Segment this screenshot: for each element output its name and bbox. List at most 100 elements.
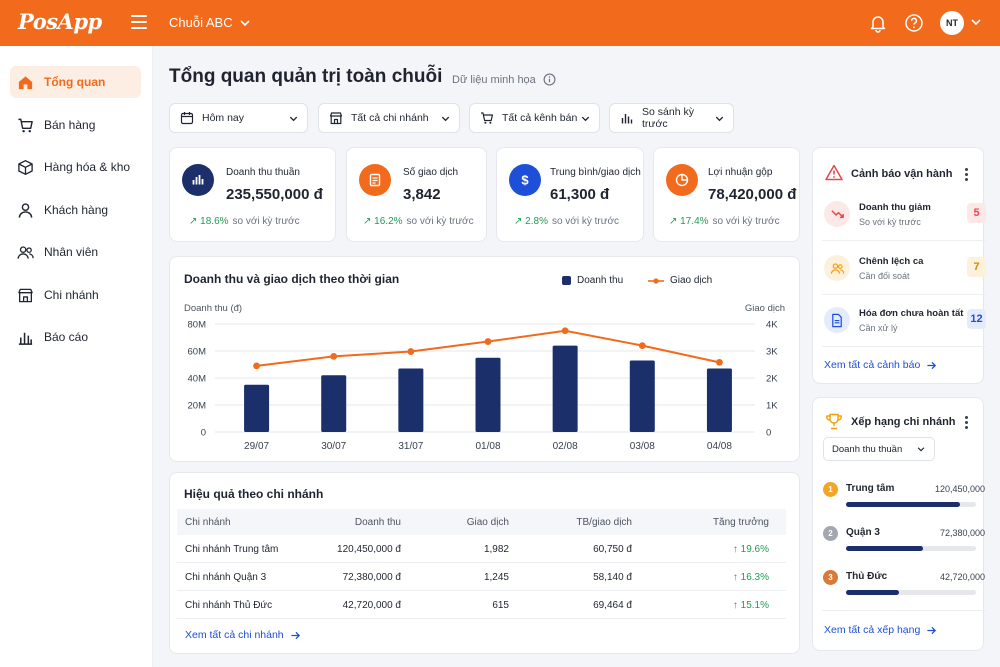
revenue-chart-card: Doanh thu và giao dịch theo thời gian Do…	[169, 256, 800, 462]
bar-revenue-03/08	[629, 360, 655, 432]
x-tick-label: 31/07	[398, 441, 423, 452]
info-icon[interactable]	[543, 73, 556, 86]
kpi-delta: ↗ 16.2% so với kỳ trước	[363, 216, 474, 227]
arrow-right-icon	[927, 626, 937, 634]
sidebar-item-overview[interactable]: Tổng quan	[10, 66, 141, 98]
alerts-card: Cảnh báo vận hành Doanh thu giảm So với …	[812, 147, 986, 384]
bar-revenue-02/08	[552, 345, 578, 432]
dollar-icon: $	[509, 164, 541, 196]
view-all-ranking-link[interactable]: Xem tất cả xếp hạng	[824, 624, 937, 636]
bell-icon[interactable]	[868, 13, 888, 33]
rank-progress-bar	[846, 502, 976, 507]
link-label: Xem tất cả chi nhánh	[185, 629, 284, 641]
ranking-metric-label: Doanh thu thuần	[832, 443, 903, 455]
people-icon	[824, 255, 850, 281]
menu-icon[interactable]	[131, 15, 147, 29]
point-transactions-01/08	[484, 338, 492, 345]
more-options-icon[interactable]	[965, 168, 969, 182]
view-all-branches-link[interactable]: Xem tất cả chi nhánh	[185, 629, 301, 641]
warning-icon	[825, 164, 843, 181]
cell-revenue: 120,450,000 đ	[337, 544, 401, 555]
y-tick-label-left: 20M	[188, 401, 207, 412]
table-row[interactable]: Chi nhánh Quận 3 72,380,000 đ 1,245 58,1…	[177, 563, 786, 591]
kpi-card-average: $ Trung bình/giao dịch 61,300 đ ↗ 2.8% so…	[496, 147, 644, 242]
more-options-icon[interactable]	[965, 416, 969, 430]
rank-branch-name: Trung tâm	[846, 483, 895, 494]
legend-swatch	[648, 277, 664, 284]
chevron-down-icon	[240, 19, 250, 26]
kpi-delta: ↗ 2.8% so với kỳ trước	[514, 216, 620, 227]
alert-count-badge: 12	[967, 309, 986, 329]
kpi-value: 78,420,000 đ	[708, 186, 797, 203]
y-tick-label-left: 80M	[188, 320, 207, 331]
sidebar-item-inventory[interactable]: Hàng hóa & kho	[10, 151, 141, 183]
alert-count-badge: 7	[967, 257, 986, 277]
page-title: Tổng quan quản trị toàn chuỗi	[169, 66, 443, 87]
y-tick-label-left: 60M	[188, 347, 207, 358]
chevron-down-icon[interactable]	[970, 16, 982, 28]
chain-label: Chuỗi ABC	[169, 15, 233, 30]
bar-chart-icon	[182, 164, 214, 196]
arrow-right-icon	[927, 361, 937, 369]
app-logo[interactable]: PosApp	[18, 9, 102, 34]
alert-item-shift-diff[interactable]: Chênh lệch ca Cần đối soát 7	[822, 249, 986, 295]
ranking-metric-select[interactable]: Doanh thu thuần	[823, 437, 935, 461]
branch-filter[interactable]: Tất cả chi nhánh	[318, 103, 460, 133]
avatar[interactable]: NT	[940, 11, 964, 35]
view-all-alerts-link[interactable]: Xem tất cả cảnh báo	[824, 359, 937, 371]
store-icon	[18, 288, 33, 302]
alert-subtitle: So với kỳ trước	[859, 217, 921, 227]
sidebar-item-customers[interactable]: Khách hàng	[10, 194, 141, 226]
link-label: Xem tất cả cảnh báo	[824, 359, 921, 371]
help-icon[interactable]	[904, 13, 924, 33]
rank-branch-name: Quận 3	[846, 527, 880, 538]
box-icon	[18, 159, 33, 175]
kpi-label: Trung bình/giao dịch	[550, 167, 641, 178]
sidebar-item-sales[interactable]: Bán hàng	[10, 109, 141, 141]
table-row[interactable]: Chi nhánh Trung tâm 120,450,000 đ 1,982 …	[177, 535, 786, 563]
x-tick-label: 03/08	[630, 441, 655, 452]
svg-text:$: $	[521, 173, 529, 188]
store-icon	[329, 112, 343, 125]
alert-title: Doanh thu giảm	[859, 202, 931, 213]
rank-branch-name: Thủ Đức	[846, 571, 888, 582]
legend-item-transactions[interactable]: Giao dịch	[648, 275, 712, 286]
sidebar-item-label: Khách hàng	[44, 203, 109, 217]
ranking-item[interactable]: 3 Thủ Đức 42,720,000	[823, 568, 985, 604]
alert-subtitle: Cần xử lý	[859, 323, 898, 333]
x-tick-label: 30/07	[321, 441, 346, 452]
table-row[interactable]: Chi nhánh Thủ Đức 42,720,000 đ 615 69,46…	[177, 591, 786, 619]
cell-branch: Chi nhánh Thủ Đức	[185, 600, 273, 611]
alert-subtitle: Cần đối soát	[859, 271, 910, 281]
kpi-label: Doanh thu thuần	[226, 167, 300, 178]
channel-filter[interactable]: Tất cả kênh bán	[469, 103, 600, 133]
alert-item-revenue-drop[interactable]: Doanh thu giảm So với kỳ trước 5	[822, 195, 986, 241]
branch-filter-label: Tất cả chi nhánh	[351, 112, 429, 124]
bar-revenue-01/08	[475, 357, 501, 432]
alert-item-pending-invoice[interactable]: Hóa đơn chưa hoàn tất Cần xử lý 12	[822, 301, 986, 347]
chain-selector[interactable]: Chuỗi ABC	[169, 15, 251, 30]
chevron-down-icon	[581, 116, 590, 121]
point-transactions-29/07	[253, 362, 260, 370]
sidebar-item-staff[interactable]: Nhân viên	[10, 236, 141, 268]
bar-revenue-31/07	[398, 368, 424, 432]
legend-item-revenue[interactable]: Doanh thu	[562, 275, 623, 286]
sidebar-item-reports[interactable]: Báo cáo	[10, 321, 141, 353]
rank-number-badge: 2	[823, 526, 838, 541]
rank-progress-bar	[846, 590, 976, 595]
table-title: Hiệu quả theo chi nhánh	[184, 487, 324, 501]
ranking-item[interactable]: 2 Quận 3 72,380,000	[823, 524, 985, 560]
date-filter[interactable]: Hôm nay	[169, 103, 308, 133]
calendar-icon	[180, 112, 194, 125]
users-icon	[17, 245, 34, 259]
compare-filter[interactable]: So sánh kỳ trước	[609, 103, 734, 133]
sidebar-item-branches[interactable]: Chi nhánh	[10, 279, 141, 311]
bar-revenue-04/08	[706, 368, 732, 432]
ranking-item[interactable]: 1 Trung tâm 120,450,000	[823, 480, 985, 516]
kpi-delta-value: 16.2%	[374, 216, 403, 227]
cell-branch: Chi nhánh Quận 3	[185, 572, 267, 583]
alerts-title: Cảnh báo vận hành	[851, 168, 953, 180]
kpi-delta-value: 2.8%	[525, 216, 548, 227]
rank-progress-fill	[846, 546, 923, 551]
kpi-card-transactions: Số giao dịch 3,842 ↗ 16.2% so với kỳ trướ…	[346, 147, 487, 242]
